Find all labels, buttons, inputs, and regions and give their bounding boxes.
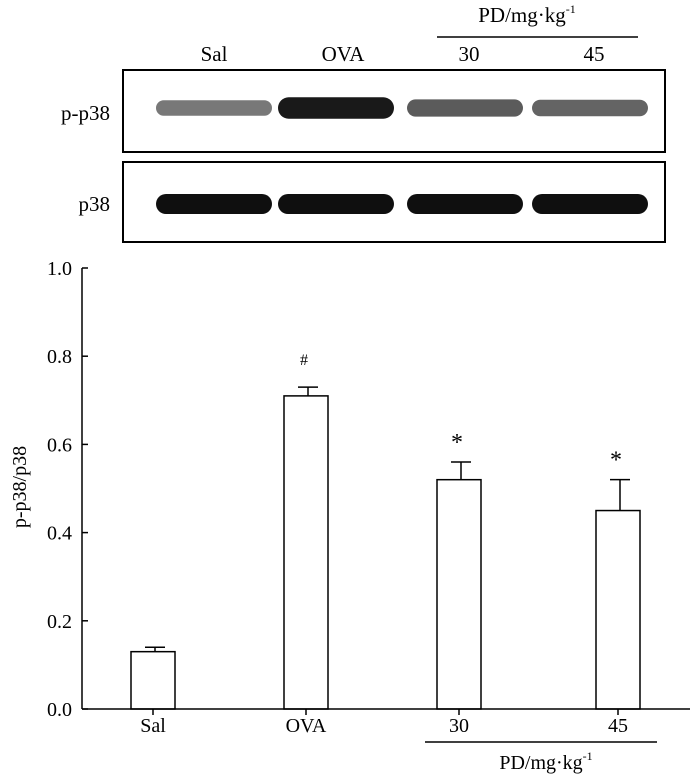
y-axis: 0.0 0.2 0.4 0.6 0.8 1.0 <box>47 258 88 721</box>
group-label-text: PD/mg·kg <box>499 752 582 774</box>
blot-band-p38-45 <box>532 194 648 214</box>
blot-band-p-p38-Sal <box>156 100 272 116</box>
y-tick-label: 0.6 <box>47 434 72 456</box>
blot-bands <box>156 97 648 214</box>
annotation-OVA: # <box>300 352 308 369</box>
blot-band-p38-30 <box>407 194 523 214</box>
x-tick-label-30: 30 <box>449 715 469 737</box>
western-blot: Sal OVA 30 45 PD/mg·kg-1 p-p38 p38 <box>61 2 666 243</box>
blot-band-p-p38-45 <box>532 99 648 117</box>
blot-lane-label-45: 45 <box>584 42 605 66</box>
blot-group-label-text: PD/mg·kg <box>478 3 566 27</box>
bar-Sal <box>130 650 176 710</box>
blot-band-p38-Sal <box>156 194 272 214</box>
bar-chart: 0.0 0.2 0.4 0.6 0.8 1.0 # * * Sal OVA 30 45 p-p38/… <box>9 258 690 774</box>
bar-OVA <box>283 395 329 710</box>
blot-group-label-superscript: -1 <box>566 2 576 16</box>
blot-band-p-p38-30 <box>407 99 523 117</box>
blot-lane-label-sal: Sal <box>201 42 228 66</box>
bars: # * * <box>130 352 641 710</box>
x-tick-label-45: 45 <box>608 715 628 737</box>
bar-45 <box>595 509 641 710</box>
y-axis-label: p-p38/p38 <box>9 446 31 528</box>
y-tick-label: 1.0 <box>47 258 72 280</box>
blot-band-p-p38-OVA <box>278 97 394 119</box>
annotation-30: * <box>451 430 463 456</box>
annotation-45: * <box>610 448 622 474</box>
group-label-superscript: -1 <box>583 749 593 763</box>
blot-lane-label-30: 30 <box>459 42 480 66</box>
blot-row-label-p38: p38 <box>79 192 111 216</box>
x-axis: Sal OVA 30 45 <box>82 708 690 737</box>
y-tick-label: 0.0 <box>47 699 72 721</box>
blot-lane-label-ova: OVA <box>322 42 366 66</box>
blot-row-label-p-p38: p-p38 <box>61 101 110 125</box>
blot-band-p38-OVA <box>278 194 394 214</box>
x-tick-label-OVA: OVA <box>286 715 327 737</box>
group-label: PD/mg·kg-1 <box>499 749 592 774</box>
blot-group-label: PD/mg·kg-1 <box>478 2 576 27</box>
y-tick-label: 0.8 <box>47 346 72 368</box>
bar-30 <box>436 478 482 710</box>
y-tick-label: 0.2 <box>47 611 72 633</box>
x-tick-label-Sal: Sal <box>140 715 166 737</box>
y-tick-label: 0.4 <box>47 523 72 545</box>
